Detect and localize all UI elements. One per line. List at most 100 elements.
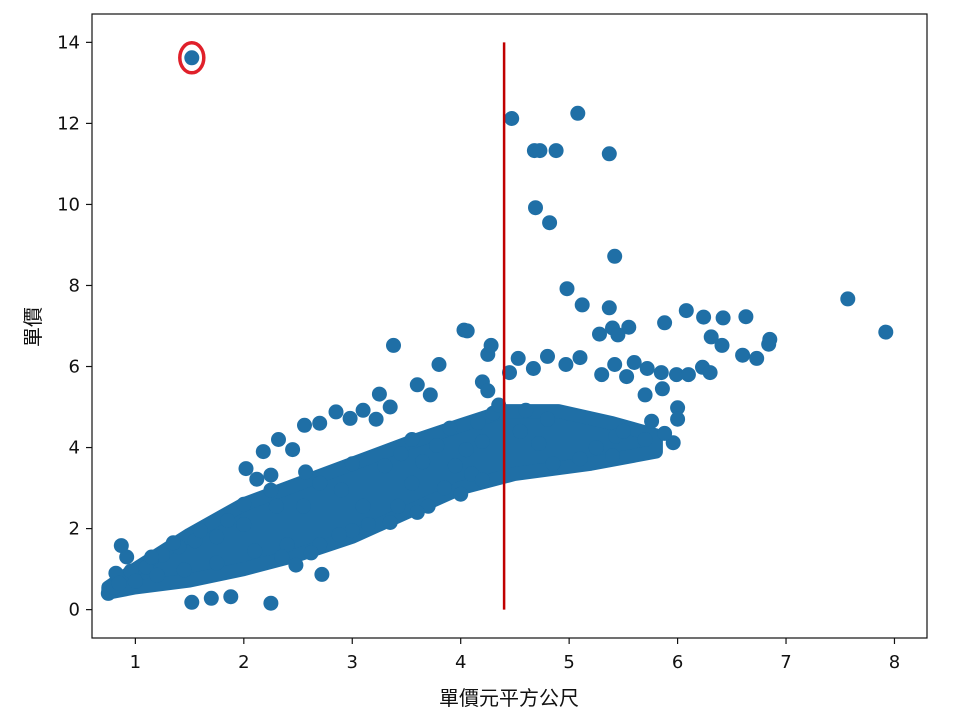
scatter-point	[274, 549, 290, 565]
scatter-point	[279, 537, 295, 553]
scatter-point	[502, 365, 517, 381]
scatter-point	[654, 381, 670, 397]
scatter-point	[680, 367, 696, 383]
x-tick-label: 3	[347, 652, 358, 673]
scatter-point	[637, 432, 653, 447]
scatter-point	[653, 365, 669, 381]
scatter-point	[607, 357, 623, 372]
scatter-point	[285, 442, 301, 458]
scatter-point	[570, 105, 586, 121]
scatter-point	[331, 527, 347, 543]
scatter-point	[572, 451, 588, 467]
scatter-point	[298, 464, 314, 480]
scatter-point	[626, 355, 642, 370]
scatter-point	[203, 590, 219, 606]
dense-band-shape	[101, 404, 663, 600]
scatter-point	[263, 467, 279, 483]
scatter-point	[296, 498, 311, 514]
scatter-point	[192, 523, 208, 539]
y-tick-label: 6	[69, 357, 80, 378]
scatter-point	[236, 496, 252, 512]
scatter-point	[209, 555, 225, 571]
scatter-point	[621, 319, 637, 335]
scatter-point	[249, 471, 265, 487]
scatter-point	[149, 567, 165, 583]
scatter-point	[592, 326, 607, 342]
scatter-point	[271, 432, 286, 447]
scatter-point	[637, 387, 653, 403]
scatter-point	[312, 475, 328, 491]
scatter-point	[458, 442, 474, 458]
scatter-point	[312, 415, 328, 431]
scatter-point	[518, 402, 534, 418]
scatter-point	[601, 146, 617, 162]
scatter-point	[572, 350, 588, 366]
scatter-point	[386, 337, 401, 353]
x-tick-label: 4	[455, 652, 466, 673]
scatter-point	[165, 535, 181, 551]
scatter-point	[702, 365, 718, 381]
scatter-point	[263, 482, 279, 498]
scatter-point	[415, 454, 431, 470]
scatter-points	[100, 50, 894, 611]
scatter-point	[588, 440, 604, 456]
scatter-point	[540, 411, 555, 427]
scatter-point	[512, 423, 528, 439]
scatter-point	[268, 498, 284, 514]
x-tick-label: 1	[130, 652, 141, 673]
scatter-point	[393, 446, 409, 462]
dense-point-band	[101, 404, 663, 600]
scatter-point	[657, 425, 673, 441]
scatter-point	[119, 549, 135, 565]
scatter-point	[361, 517, 376, 532]
scatter-point	[639, 361, 655, 376]
scatter-point	[111, 575, 127, 591]
scatter-point	[184, 594, 200, 610]
scatter-point	[749, 350, 765, 366]
scatter-point	[429, 438, 445, 453]
scatter-point	[333, 482, 349, 498]
scatter-point	[540, 348, 555, 364]
scatter-point	[474, 472, 490, 488]
scatter-point	[390, 498, 406, 514]
x-tick-label: 6	[672, 652, 683, 673]
scatter-point	[696, 309, 712, 325]
scatter-point	[382, 399, 398, 415]
scatter-point	[840, 291, 856, 307]
y-tick-label: 8	[69, 275, 80, 296]
scatter-point	[715, 310, 731, 326]
scatter-point	[355, 498, 371, 514]
scatter-point	[644, 413, 660, 429]
scatter-point	[878, 324, 894, 340]
scatter-point	[558, 357, 574, 372]
scatter-point	[510, 350, 526, 366]
scatter-point	[559, 281, 575, 297]
scatter-point	[657, 315, 673, 331]
scatter-point	[431, 357, 447, 372]
outlier-highlight-circle	[178, 41, 206, 75]
scatter-point	[670, 411, 686, 427]
scatter-point	[371, 386, 387, 402]
scatter-point	[382, 515, 398, 530]
scatter-point	[601, 300, 617, 316]
scatter-point	[542, 215, 558, 231]
scatter-point	[504, 111, 520, 126]
scatter-point	[615, 423, 631, 439]
y-tick-label: 0	[69, 600, 80, 621]
scatter-point	[420, 498, 436, 514]
scatter-point	[738, 309, 754, 325]
scatter-point	[344, 523, 360, 539]
scatter-point	[669, 367, 684, 383]
scatter-point	[436, 480, 452, 496]
scatter-point	[344, 456, 360, 472]
scatter-point	[342, 410, 358, 426]
scatter-point	[368, 411, 384, 427]
scatter-point	[670, 400, 686, 416]
scatter-point	[610, 327, 626, 343]
scatter-point	[528, 200, 543, 216]
scatter-point	[470, 414, 486, 430]
scatter-point	[532, 143, 548, 159]
scatter-point	[703, 329, 719, 345]
x-axis: 1 2 3 4 5 6 7 8	[130, 638, 900, 673]
